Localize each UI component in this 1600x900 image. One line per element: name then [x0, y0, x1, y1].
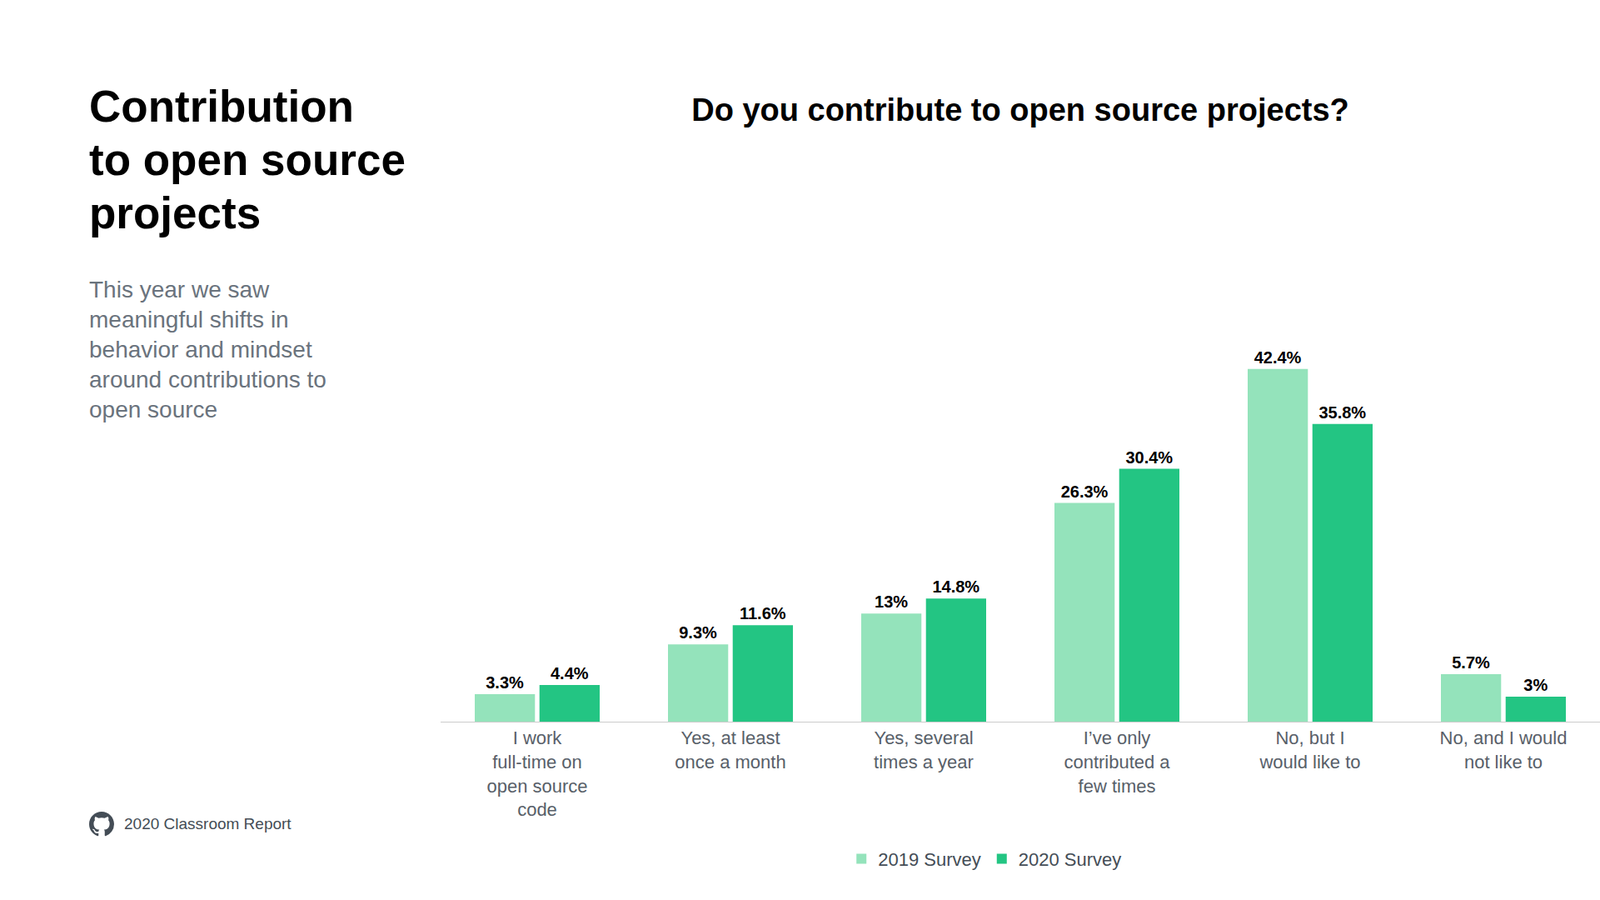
html-text:Contribution to open source pr: Contribution to open source projects — [89, 81, 406, 238]
svg-text:30.4%: 30.4% — [1125, 448, 1173, 467]
svg-text:4.4%: 4.4% — [550, 663, 589, 683]
svg-text:Yes, at leastonce a month: Yes, at leastonce a month — [674, 727, 786, 773]
svg-text:11.6%: 11.6% — [739, 603, 787, 623]
svg-text:9.3%: 9.3% — [678, 623, 718, 642]
svg-text:I’ve onlycontributed afew time: I’ve onlycontributed afew times — [1063, 727, 1171, 796]
svg-text:Yes, severaltimes a year: Yes, severaltimes a year — [873, 727, 974, 773]
svg-text:14.8%: 14.8% — [932, 577, 980, 596]
html-text:This year we saw meaningful sh: This year we saw meaningful shifts in be… — [89, 276, 327, 423]
svg-text:35.8%: 35.8% — [1318, 403, 1366, 422]
svg-text:3.3%: 3.3% — [485, 672, 524, 692]
svg-text:5.7%: 5.7% — [1451, 652, 1491, 672]
svg-text:2019 Survey: 2019 Survey — [877, 848, 982, 870]
svg-text:3%: 3% — [1523, 675, 1548, 694]
html-text:2020 Classroom Report: 2020 Classroom Report — [124, 814, 292, 833]
svg-text:42.4%: 42.4% — [1254, 348, 1302, 367]
svg-text:Do you contribute to open sour: Do you contribute to open source project… — [691, 92, 1350, 128]
svg-text:26.3%: 26.3% — [1061, 482, 1109, 501]
svg-text:I workfull-time onopen sourcec: I workfull-time onopen sourcecode — [486, 727, 588, 820]
svg-text:2020 Survey: 2020 Survey — [1018, 848, 1122, 870]
svg-text:No, and I wouldnot like to: No, and I wouldnot like to — [1440, 727, 1568, 773]
svg-text:No, but Iwould like to: No, but Iwould like to — [1258, 727, 1361, 773]
svg-text:13%: 13% — [874, 592, 908, 611]
